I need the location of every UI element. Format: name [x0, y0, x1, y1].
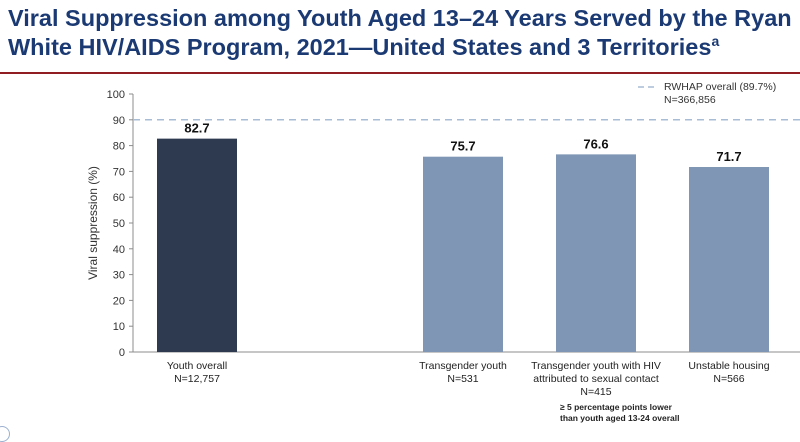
y-tick-label: 10	[113, 321, 125, 333]
title-superscript: a	[711, 33, 720, 49]
footnote-line-1: ≥ 5 percentage points lower	[560, 402, 672, 412]
y-tick-label: 90	[113, 115, 125, 127]
y-axis-title: Viral suppression (%)	[86, 166, 100, 280]
y-tick-label: 100	[107, 89, 125, 101]
y-tick-label: 50	[113, 218, 125, 230]
x-tick-count-label: N=531	[447, 373, 478, 385]
x-tick-count-label: N=566	[713, 373, 744, 385]
legend-n: N=366,856	[664, 94, 716, 106]
y-tick-label: 20	[113, 295, 125, 307]
data-label: 82.7	[184, 121, 209, 136]
title-text: Viral Suppression among Youth Aged 13–24…	[8, 5, 792, 60]
x-tick-label: Transgender youth	[419, 360, 507, 372]
footnote: ≥ 5 percentage points lower than youth a…	[560, 402, 710, 424]
y-tick-label: 0	[119, 347, 125, 359]
x-tick-label: Transgender youth with HIV	[531, 360, 661, 372]
data-label: 71.7	[716, 149, 741, 164]
legend: RWHAP overall (89.7%) N=366,856	[664, 81, 776, 107]
bar	[423, 156, 503, 352]
legend-label: RWHAP overall (89.7%)	[664, 81, 777, 93]
bar	[556, 154, 636, 352]
x-tick-count-label: N=415	[580, 386, 611, 398]
data-label: 75.7	[450, 139, 475, 154]
footnote-line-2: than youth aged 13-24 overall	[560, 413, 680, 423]
x-tick-label: Youth overall	[167, 360, 227, 372]
y-tick-label: 30	[113, 270, 125, 282]
x-tick-label: attributed to sexual contact	[533, 373, 659, 385]
y-tick-label: 60	[113, 192, 125, 204]
logo-mark	[0, 426, 10, 442]
page-title: Viral Suppression among Youth Aged 13–24…	[8, 4, 792, 62]
x-tick-count-label: N=12,757	[174, 373, 220, 385]
y-tick-label: 70	[113, 166, 125, 178]
data-label: 76.6	[583, 136, 608, 151]
bar-chart: 0 10 20 30 40 50 60 70 80 90 100 Viral suppression …	[86, 86, 800, 398]
title-divider	[0, 72, 800, 74]
y-tick-label: 80	[113, 141, 125, 153]
y-tick-label: 40	[113, 244, 125, 256]
bar	[157, 138, 237, 352]
x-tick-label: Unstable housing	[688, 360, 769, 372]
bar	[689, 167, 769, 352]
